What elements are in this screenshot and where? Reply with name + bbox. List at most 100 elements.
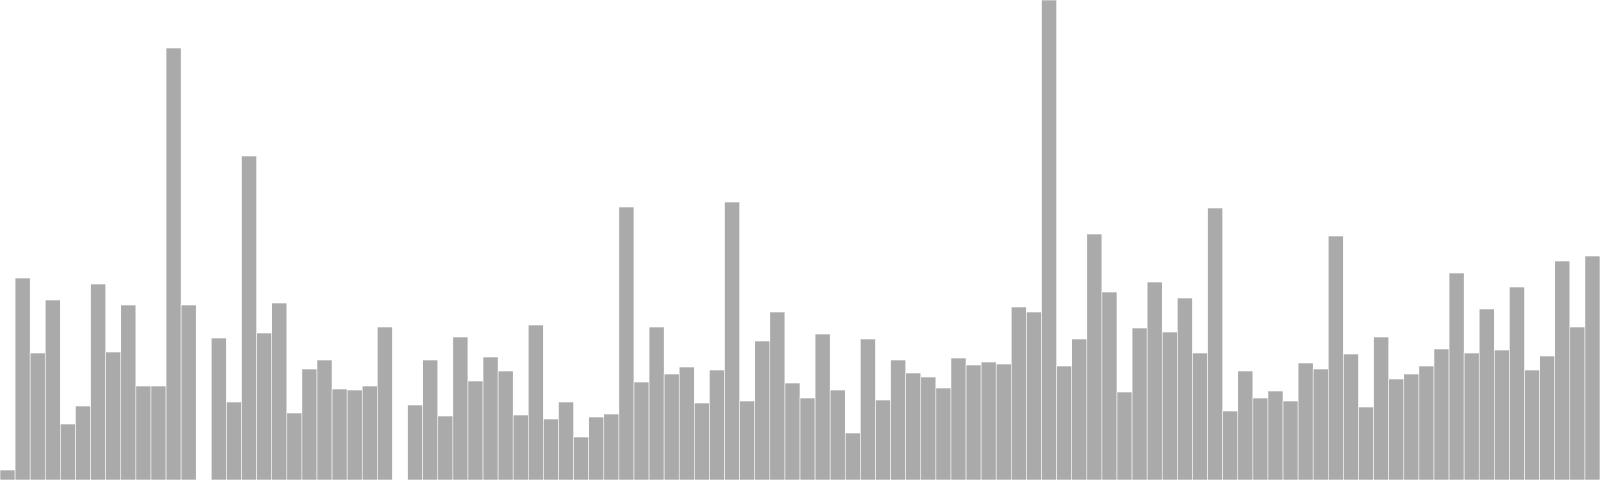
bar-10 bbox=[150, 385, 167, 480]
bar-85 bbox=[1282, 400, 1299, 480]
bar-88 bbox=[1328, 235, 1344, 480]
bar-29 bbox=[437, 415, 454, 480]
bar-95 bbox=[1433, 348, 1450, 480]
bar-94 bbox=[1418, 365, 1435, 480]
bar-37 bbox=[558, 401, 574, 480]
bar-103 bbox=[1554, 260, 1571, 480]
bar-32 bbox=[482, 356, 499, 480]
bar-47 bbox=[709, 369, 725, 480]
bar-14 bbox=[211, 337, 227, 480]
bar-42 bbox=[633, 381, 650, 480]
bar-7 bbox=[105, 351, 122, 480]
bar-21 bbox=[316, 359, 333, 480]
bar-69 bbox=[1041, 0, 1057, 480]
bar-70 bbox=[1056, 365, 1072, 480]
bar-38 bbox=[573, 436, 589, 480]
bar-78 bbox=[1177, 297, 1193, 480]
bar-33 bbox=[497, 370, 514, 480]
bar-30 bbox=[452, 336, 469, 480]
bar-61 bbox=[920, 376, 937, 480]
bar-19 bbox=[286, 412, 303, 480]
bar-28 bbox=[422, 359, 439, 480]
bar-17 bbox=[256, 332, 272, 480]
bar-39 bbox=[588, 416, 605, 480]
bar-60 bbox=[905, 372, 922, 480]
bar-84 bbox=[1267, 390, 1284, 480]
bar-104 bbox=[1569, 326, 1586, 480]
bar-41 bbox=[618, 206, 635, 480]
bar-59 bbox=[890, 359, 906, 480]
bar-74 bbox=[1116, 391, 1133, 480]
bar-18 bbox=[271, 302, 288, 480]
bar-93 bbox=[1403, 373, 1420, 480]
bar-20 bbox=[301, 368, 318, 480]
bar-51 bbox=[769, 311, 786, 480]
bar-56 bbox=[844, 432, 861, 480]
bar-24 bbox=[361, 385, 378, 480]
bar-50 bbox=[754, 340, 771, 480]
bar-67 bbox=[1011, 306, 1027, 480]
bar-87 bbox=[1312, 368, 1329, 480]
bar-22 bbox=[331, 388, 348, 480]
bar-80 bbox=[1207, 207, 1223, 480]
bar-76 bbox=[1146, 281, 1163, 480]
bar-2 bbox=[29, 352, 46, 480]
bar-23 bbox=[346, 389, 363, 480]
bar-34 bbox=[512, 414, 529, 480]
bar-8 bbox=[120, 304, 137, 480]
bar-71 bbox=[1071, 338, 1088, 480]
bar-65 bbox=[980, 361, 997, 480]
bar-89 bbox=[1343, 353, 1359, 480]
bar-43 bbox=[648, 326, 665, 480]
bar-91 bbox=[1373, 336, 1389, 480]
bar-48 bbox=[724, 201, 740, 480]
bar-83 bbox=[1252, 397, 1269, 480]
bar-55 bbox=[829, 389, 846, 480]
bar-0 bbox=[0, 469, 16, 480]
bar-12 bbox=[180, 304, 197, 480]
bar-100 bbox=[1509, 286, 1525, 480]
bar-4 bbox=[60, 423, 76, 480]
bar-40 bbox=[603, 413, 620, 480]
bar-98 bbox=[1478, 308, 1495, 480]
bar-96 bbox=[1448, 272, 1465, 480]
bar-45 bbox=[678, 366, 695, 480]
bar-35 bbox=[527, 324, 544, 480]
bar-54 bbox=[814, 333, 831, 480]
bar-79 bbox=[1192, 352, 1208, 480]
bar-62 bbox=[935, 387, 952, 480]
bar-6 bbox=[90, 283, 106, 480]
bar-101 bbox=[1524, 369, 1540, 480]
bar-82 bbox=[1237, 370, 1254, 480]
bar-58 bbox=[875, 399, 891, 480]
bar-99 bbox=[1494, 349, 1510, 480]
bar-53 bbox=[799, 397, 816, 480]
bar-105 bbox=[1584, 255, 1600, 480]
bar-52 bbox=[784, 382, 801, 480]
bar-92 bbox=[1388, 378, 1405, 480]
bar-72 bbox=[1086, 233, 1103, 480]
bar-97 bbox=[1463, 352, 1480, 480]
bar-27 bbox=[407, 404, 423, 480]
bar-36 bbox=[543, 418, 559, 480]
bar-66 bbox=[995, 363, 1012, 480]
bar-46 bbox=[694, 402, 710, 480]
bar-102 bbox=[1539, 355, 1556, 480]
bar-3 bbox=[44, 299, 61, 480]
bar-90 bbox=[1358, 406, 1374, 480]
bar-73 bbox=[1101, 291, 1118, 480]
bar-77 bbox=[1161, 331, 1178, 480]
bar-81 bbox=[1222, 410, 1239, 480]
bar-44 bbox=[663, 373, 680, 480]
bar-11 bbox=[165, 47, 182, 480]
bar-63 bbox=[950, 357, 967, 480]
bar-25 bbox=[377, 326, 393, 480]
bar-57 bbox=[860, 338, 876, 480]
bar-49 bbox=[739, 400, 756, 480]
bar-5 bbox=[75, 405, 91, 480]
bar-31 bbox=[467, 380, 484, 480]
bar-86 bbox=[1297, 362, 1314, 480]
bar-15 bbox=[226, 401, 242, 480]
